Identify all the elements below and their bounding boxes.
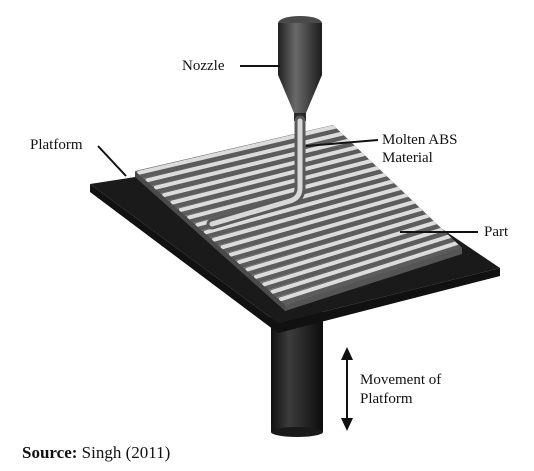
part-label: Part (484, 224, 509, 240)
filament-row-highlight (187, 165, 382, 220)
movement-label-line1: Movement of (360, 372, 442, 388)
platform-label: Platform (30, 137, 83, 153)
filament-row-highlight (245, 213, 432, 272)
nozzle-label: Nozzle (182, 58, 225, 74)
molten-material-label-line2: Material (382, 150, 433, 166)
filament-row-highlight (178, 158, 375, 212)
platform-slab-side (90, 184, 500, 333)
filament-row-highlight (270, 233, 454, 294)
filament-row-highlight (153, 138, 353, 190)
nozzle (278, 16, 322, 121)
filament-row-highlight (203, 179, 396, 235)
filament-row-highlight (162, 144, 361, 198)
movement-label-line2: Platform (360, 391, 413, 407)
printed-part (135, 125, 462, 311)
filament-row-highlight (212, 185, 404, 242)
filament-row-highlight (228, 199, 418, 257)
platform-column-base (271, 427, 323, 437)
filament-row-highlight (220, 192, 411, 250)
movement-arrow (341, 347, 353, 431)
molten-leader (305, 139, 379, 147)
figure-caption: Source: Singh (2011) (22, 443, 170, 463)
filament-row-highlight (278, 240, 461, 302)
filament-row-highlight (237, 206, 425, 265)
platform-leader (97, 145, 127, 177)
filament-row-highlight (145, 131, 346, 183)
caption-prefix: Source: (22, 443, 78, 462)
filament-row-highlight (170, 151, 368, 205)
molten-filament-highlight (209, 118, 303, 227)
caption-text: Singh (2011) (81, 443, 171, 462)
molten-material-label-line1: Molten ABS (382, 132, 458, 148)
filament-row-highlight (262, 226, 447, 287)
